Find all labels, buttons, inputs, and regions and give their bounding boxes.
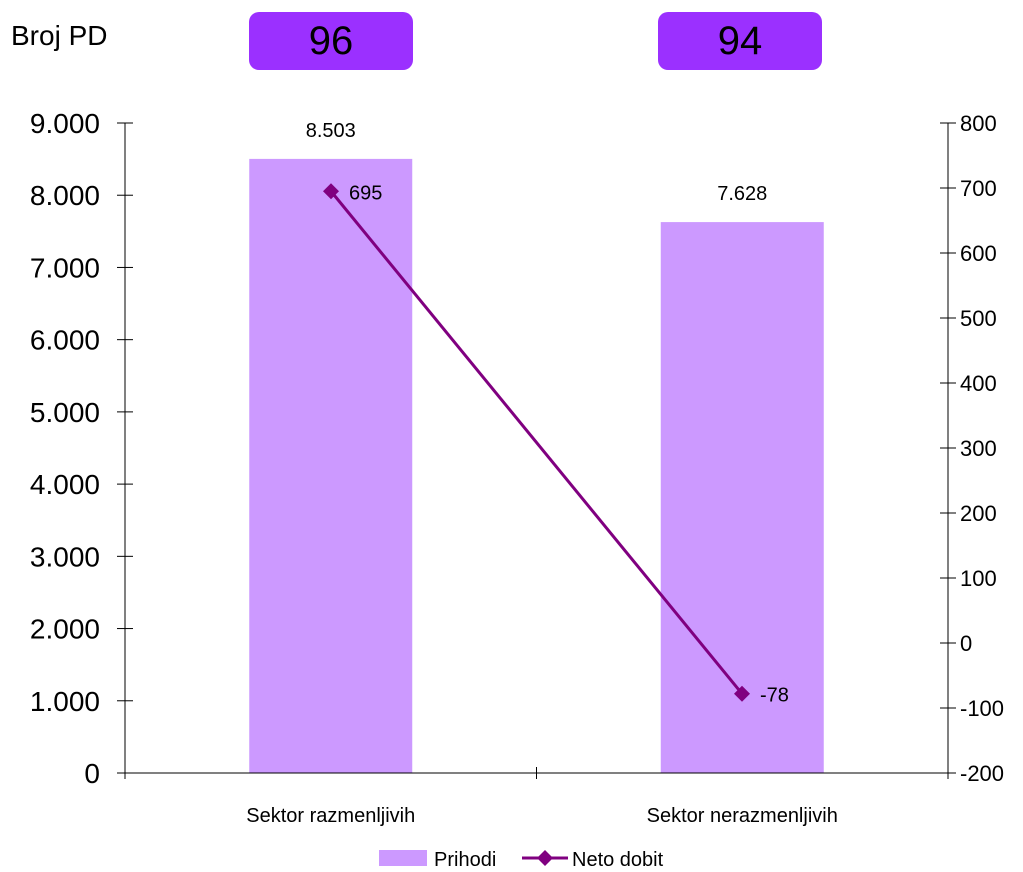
line-marker-neto-dobit-1 [734, 685, 750, 702]
right-y-tick-label: -100 [960, 696, 1004, 721]
left-y-tick-label: 1.000 [30, 686, 100, 717]
left-y-tick-label: 2.000 [30, 614, 100, 645]
left-y-tick-label: 0 [84, 758, 100, 789]
pd-count-badge-razmenljivih: 96 [249, 12, 413, 70]
legend-marker-neto-dobit [537, 850, 553, 866]
x-category-label-1: Sektor nerazmenljivih [647, 805, 838, 827]
legend-label-prihodi: Prihodi [434, 849, 496, 871]
line-neto-dobit [329, 190, 744, 695]
line-data-label-1: -78 [760, 685, 789, 707]
x-category-label-0: Sektor razmenljivih [246, 805, 415, 827]
right-y-tick-label: 700 [960, 176, 997, 201]
left-y-tick-label: 5.000 [30, 397, 100, 428]
legend-swatch-prihodi [379, 850, 427, 866]
right-y-tick-label: 200 [960, 501, 997, 526]
legend-label-neto-dobit: Neto dobit [572, 849, 664, 871]
bar-prihodi-1 [660, 222, 824, 774]
left-y-tick-label: 6.000 [30, 325, 100, 356]
right-y-tick-label: 600 [960, 241, 997, 266]
left-y-tick-label: 4.000 [30, 469, 100, 500]
bar-prihodi-0 [249, 158, 413, 774]
right-y-tick-label: 300 [960, 436, 997, 461]
line-data-label-0: 695 [349, 182, 382, 204]
right-y-tick-label: -200 [960, 761, 1004, 786]
pd-count-badge-nerazmenljivih: 94 [658, 12, 822, 70]
right-y-tick-label: 500 [960, 306, 997, 331]
left-y-tick-label: 9.000 [30, 108, 100, 139]
left-y-tick-label: 8.000 [30, 180, 100, 211]
bar-data-label-1: 7.628 [717, 183, 767, 205]
broj-pd-label: Broj PD [11, 20, 108, 51]
right-y-tick-label: 800 [960, 111, 997, 136]
right-y-tick-label: 0 [960, 631, 972, 656]
right-y-tick-label: 100 [960, 566, 997, 591]
right-y-tick-label: 400 [960, 371, 997, 396]
bar-data-label-0: 8.503 [306, 120, 356, 142]
left-y-tick-label: 7.000 [30, 252, 100, 283]
line-marker-neto-dobit-0 [323, 183, 339, 200]
left-y-tick-label: 3.000 [30, 541, 100, 572]
